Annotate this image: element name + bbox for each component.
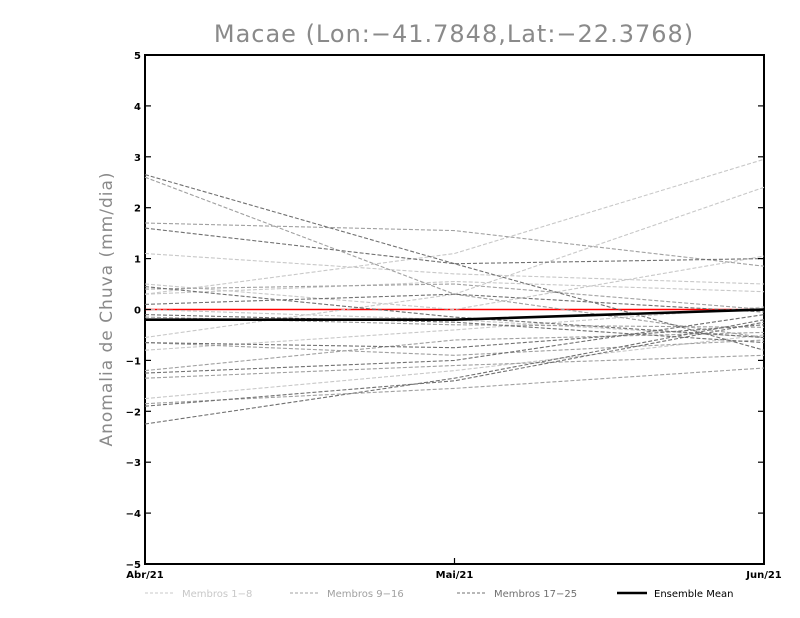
series-line-membro-3 (144, 252, 765, 285)
series-line-membro-18 (144, 227, 765, 265)
legend-label: Membros 17−25 (494, 589, 577, 600)
series-line-membro-1 (144, 158, 765, 295)
series-line-membro-13 (144, 331, 765, 372)
series-line-membro-15 (144, 367, 765, 405)
y-tick-label: 3 (134, 153, 141, 164)
y-tick-label: −1 (126, 356, 141, 367)
y-tick-label: −4 (126, 509, 141, 520)
legend-label: Ensemble Mean (654, 589, 733, 600)
y-tick-label: 4 (134, 102, 141, 113)
y-tick-label: −5 (126, 560, 141, 571)
series-line-membro-5 (144, 306, 765, 351)
legend-label: Membros 1−8 (182, 589, 252, 600)
x-tick-label: Abr/21 (126, 570, 163, 581)
series-line-membro-16 (144, 339, 765, 356)
series-line-membro-19 (144, 286, 765, 339)
series-line-membro-21 (144, 314, 765, 344)
legend: Membros 1−8 Membros 9−16 Membros 17−25 Ense… (145, 589, 733, 600)
ensemble-mean-line (145, 308, 765, 322)
series-line-membro-23 (144, 314, 765, 374)
y-tick-label: 5 (134, 51, 141, 62)
series-line-membro-2 (144, 186, 765, 339)
x-axis-ticks: Abr/21 Mai/21 Jun/21 (126, 558, 782, 581)
legend-label: Membros 9−16 (327, 589, 404, 600)
series-line-membro-10 (144, 222, 765, 267)
y-tick-label: −2 (126, 407, 141, 418)
chart-title: Macae (Lon:−41.7848,Lat:−22.3768) (214, 20, 694, 48)
series-group (144, 158, 765, 425)
series-line-membro-22 (144, 324, 765, 349)
y-tick-label: 0 (134, 306, 141, 317)
y-axis-label: Anomalia de Chuva (mm/dia) (97, 171, 117, 446)
series-line-membro-20 (144, 293, 765, 313)
series-line-membro-8 (144, 255, 765, 311)
series-line-membro-7 (144, 334, 765, 400)
series-line-membro-25 (144, 319, 765, 425)
x-tick-label: Jun/21 (745, 570, 782, 581)
y-tick-label: 2 (134, 204, 141, 215)
x-tick-label: Mai/21 (436, 570, 474, 581)
plot-area: −5 −4 −3 −2 −1 0 1 2 3 4 5 Abr/21 Mai/21 Jun/21 (126, 51, 782, 581)
series-line-membro-14 (144, 354, 765, 379)
series-line-membro-17 (144, 174, 765, 351)
series-line-membro-4 (144, 280, 765, 295)
y-tick-label: 1 (134, 255, 141, 266)
series-line-membro-24 (144, 321, 765, 407)
y-tick-label: −3 (126, 458, 141, 469)
y-axis-ticks: −5 −4 −3 −2 −1 0 1 2 3 4 5 (126, 51, 764, 571)
series-line-membro-11 (144, 283, 765, 311)
